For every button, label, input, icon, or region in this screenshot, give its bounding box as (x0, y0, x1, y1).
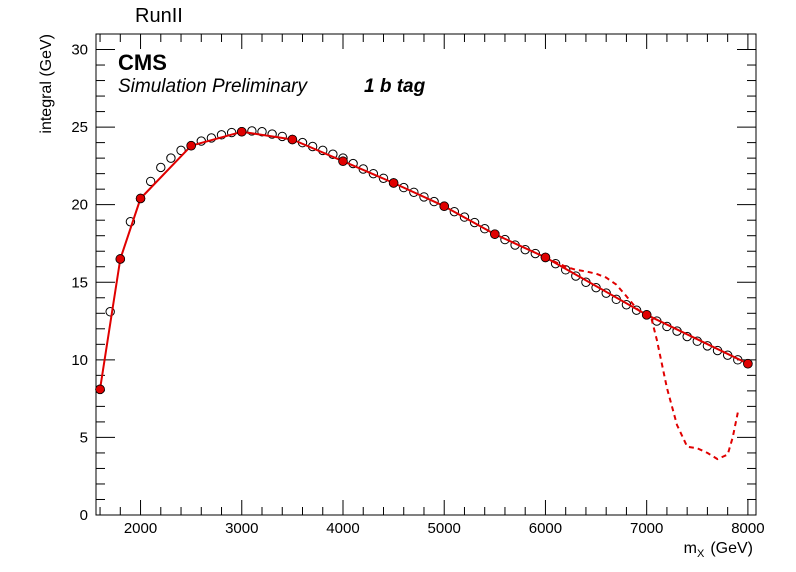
x-tick-label: 7000 (630, 520, 663, 537)
filled-marker (236, 126, 247, 137)
open-marker (480, 224, 490, 234)
filled-marker (95, 384, 105, 395)
filled-marker (641, 310, 652, 320)
y-axis-label: integral (GeV) (38, 34, 55, 134)
open-marker (378, 173, 389, 184)
open-marker (429, 196, 439, 207)
open-marker (105, 307, 115, 317)
open-marker (449, 206, 460, 217)
dashed-fit-line (544, 256, 739, 461)
x-axis-label-main: m (684, 540, 697, 557)
filled-marker (388, 178, 399, 188)
open-marker (176, 145, 186, 156)
filled-marker (186, 140, 196, 151)
open-marker (267, 129, 277, 139)
open-marker (550, 258, 561, 269)
open-marker (500, 234, 510, 245)
open-marker (368, 168, 379, 179)
open-marker (145, 176, 156, 187)
filled-marker (743, 358, 753, 369)
x-axis-label-sub: X (697, 548, 705, 560)
x-tick-label: 6000 (529, 520, 562, 537)
open-marker (459, 212, 470, 222)
run-label: RunII (135, 5, 183, 27)
x-tick-label: 3000 (225, 520, 258, 537)
y-tick-label: 0 (80, 507, 88, 524)
x-tick-label: 5000 (428, 520, 461, 537)
axes: 2000 3000 4000 5000 6000 7000 8000 0 5 10 15 20 25 30 (71, 33, 765, 537)
x-tick-label: 4000 (326, 520, 359, 537)
x-tick-label: 2000 (124, 520, 157, 537)
open-marker (166, 153, 176, 163)
open-marker (419, 192, 429, 202)
y-tick-label: 15 (71, 274, 88, 291)
x-axis-label: mX (GeV) (684, 540, 753, 560)
open-marker (469, 217, 480, 228)
filled-marker (338, 156, 348, 167)
y-tick-label: 5 (80, 429, 88, 446)
filled-marker (490, 229, 500, 239)
series-layer (95, 126, 753, 461)
filled-marker (540, 252, 551, 263)
filled-marker (115, 254, 126, 264)
filled-marker (135, 193, 146, 204)
cms-label: CMS (118, 50, 167, 75)
plot-frame (95, 33, 757, 516)
y-tick-label: 25 (71, 119, 88, 136)
filled-marker (439, 201, 450, 212)
open-marker (216, 130, 227, 140)
open-marker (399, 182, 409, 193)
open-marker (257, 127, 267, 137)
x-tick-label: 8000 (731, 520, 764, 537)
status-label: Simulation Preliminary (118, 76, 309, 97)
open-marker (247, 126, 257, 136)
y-tick-label: 10 (71, 352, 88, 369)
open-marker (530, 248, 541, 259)
y-tick-label: 30 (71, 42, 88, 59)
open-marker (156, 162, 166, 173)
x-axis-label-unit: (GeV) (710, 540, 753, 557)
open-marker (631, 305, 642, 315)
open-marker (409, 187, 419, 197)
y-tick-label: 20 (71, 197, 88, 214)
filled-marker (287, 134, 298, 145)
open-marker (206, 133, 217, 143)
category-label: 1 b tag (364, 76, 426, 97)
